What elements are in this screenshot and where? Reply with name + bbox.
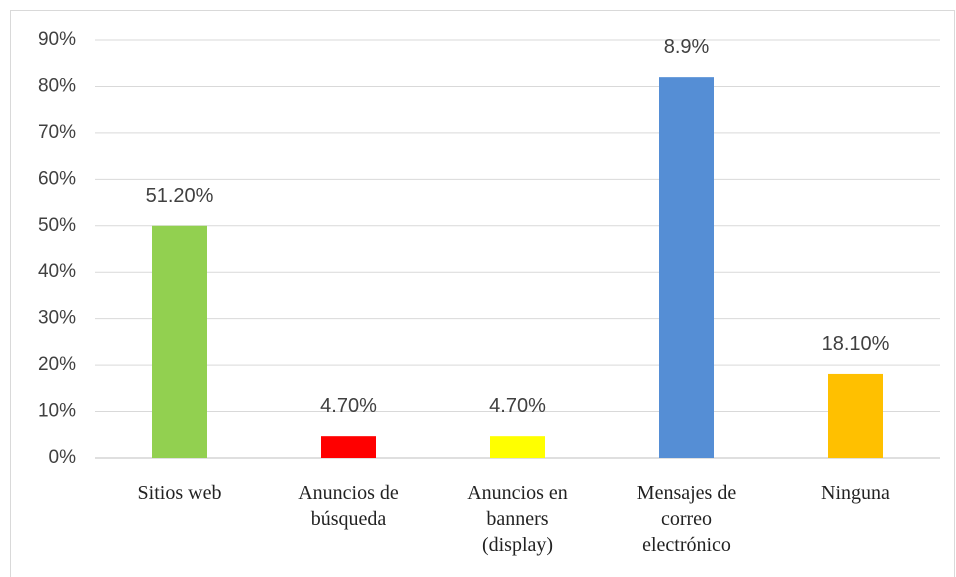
y-tick-label: 90% (38, 29, 76, 50)
bar-annotation: 4.70% (320, 395, 377, 417)
x-tick-label: Anuncios en banners (display) (467, 482, 568, 556)
y-tick-label: 60% (38, 168, 76, 189)
y-tick-label: 30% (38, 308, 76, 329)
x-tick-label-line: Sitios web (138, 482, 222, 504)
bar (321, 436, 376, 458)
bar (152, 225, 207, 458)
bar-annotation: 51.20% (146, 185, 214, 207)
x-tick-label-line: Anuncios de (298, 482, 399, 504)
bar-annotation: 8.9% (664, 36, 710, 58)
x-tick-label-line: (display) (482, 534, 553, 556)
x-tick-label-line: electrónico (642, 534, 731, 556)
y-tick-label: 70% (38, 122, 76, 143)
bar (828, 373, 883, 458)
x-tick-label-line: correo (661, 508, 712, 530)
x-tick-label: Ninguna (821, 482, 890, 504)
bar-annotation: 18.10% (822, 333, 890, 355)
y-tick-label: 80% (38, 75, 76, 96)
x-tick-label-line: Ninguna (821, 482, 890, 504)
y-tick-label: 20% (38, 354, 76, 375)
x-tick-label: Sitios web (138, 482, 222, 504)
y-tick-label: 0% (49, 447, 77, 468)
y-tick-label: 10% (38, 401, 76, 422)
x-tick-label: Mensajes de correo electrónico (637, 482, 737, 556)
y-tick-label: 40% (38, 261, 76, 282)
x-tick-label-line: banners (486, 508, 548, 530)
x-tick-label-line: búsqueda (311, 508, 387, 530)
x-tick-label-line: Anuncios en (467, 482, 568, 504)
bar-annotation: 4.70% (489, 395, 546, 417)
x-tick-label-line: Mensajes de (637, 482, 737, 504)
y-tick-label: 50% (38, 215, 76, 236)
bar (659, 77, 714, 459)
chart-frame (10, 10, 955, 577)
bar (490, 436, 545, 458)
x-tick-label: Anuncios de búsqueda (298, 482, 399, 530)
